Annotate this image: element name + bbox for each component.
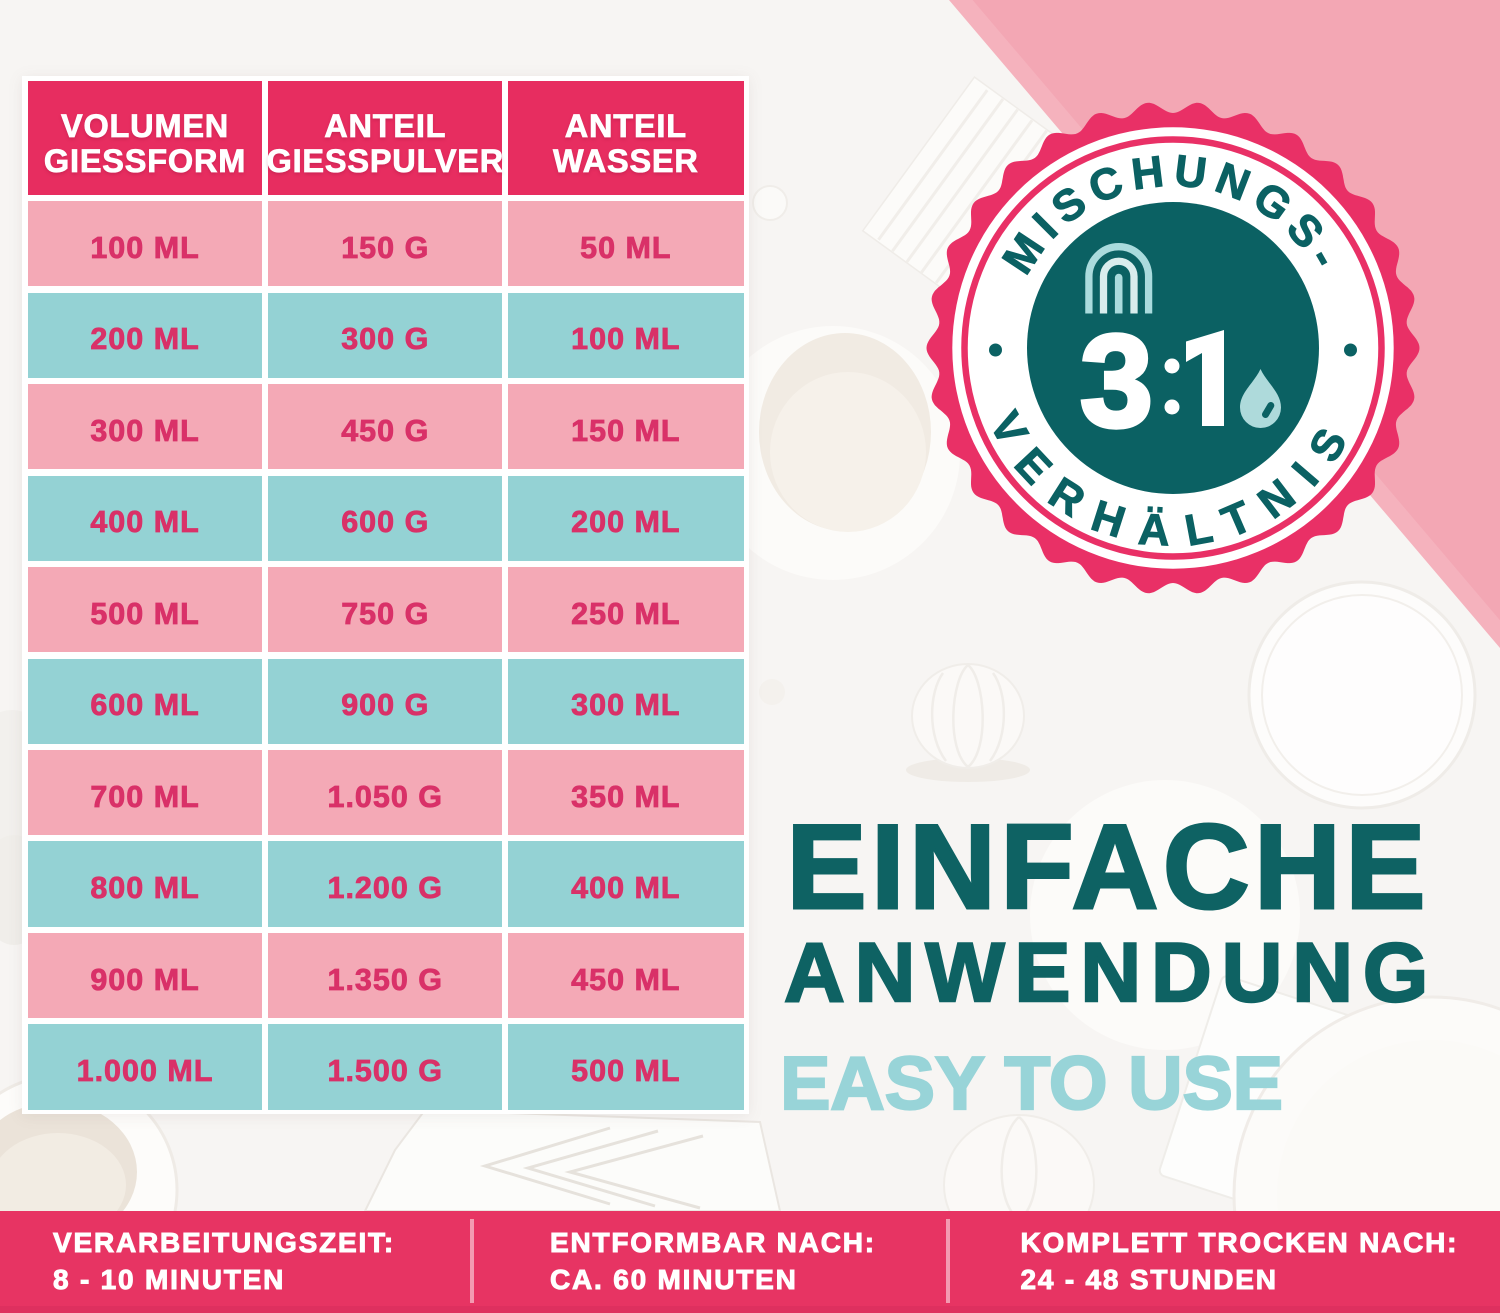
svg-text:3: 3 (1080, 307, 1153, 454)
